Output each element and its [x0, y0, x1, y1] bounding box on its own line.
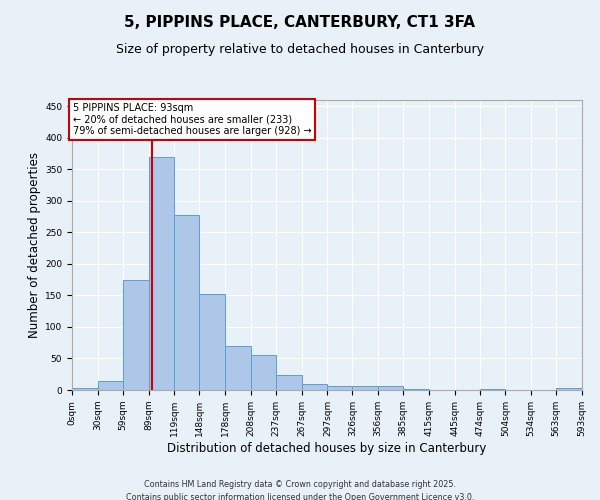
Bar — [123, 280, 149, 390]
Text: Contains HM Land Registry data © Crown copyright and database right 2025.
Contai: Contains HM Land Registry data © Crown c… — [126, 480, 474, 500]
Bar — [302, 384, 328, 390]
Bar — [98, 380, 123, 390]
Bar — [276, 375, 302, 390]
Bar — [72, 388, 98, 390]
Bar — [556, 388, 582, 390]
Text: 5 PIPPINS PLACE: 93sqm
← 20% of detached houses are smaller (233)
79% of semi-de: 5 PIPPINS PLACE: 93sqm ← 20% of detached… — [73, 103, 311, 136]
Text: Size of property relative to detached houses in Canterbury: Size of property relative to detached ho… — [116, 42, 484, 56]
Bar — [199, 294, 225, 390]
Bar — [225, 346, 251, 390]
Text: 5, PIPPINS PLACE, CANTERBURY, CT1 3FA: 5, PIPPINS PLACE, CANTERBURY, CT1 3FA — [125, 15, 476, 30]
Y-axis label: Number of detached properties: Number of detached properties — [28, 152, 41, 338]
X-axis label: Distribution of detached houses by size in Canterbury: Distribution of detached houses by size … — [167, 442, 487, 454]
Bar — [378, 386, 403, 390]
Bar — [175, 214, 199, 390]
Bar — [328, 386, 352, 390]
Bar — [149, 156, 175, 390]
Bar — [352, 386, 378, 390]
Bar — [251, 356, 276, 390]
